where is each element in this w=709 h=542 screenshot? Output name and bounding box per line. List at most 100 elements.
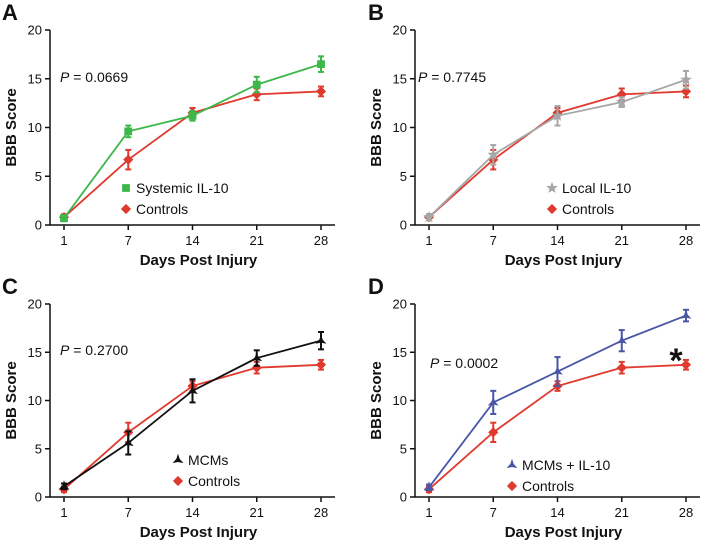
p-symbol: P bbox=[430, 355, 440, 371]
legend-label: MCMs + IL-10 bbox=[522, 457, 611, 473]
x-tick-label: 1 bbox=[60, 233, 67, 248]
data-point bbox=[616, 334, 628, 344]
x-tick-label: 7 bbox=[490, 233, 497, 248]
data-point bbox=[315, 359, 327, 370]
y-tick-label: 20 bbox=[28, 23, 42, 38]
legend-marker bbox=[172, 453, 184, 464]
data-point bbox=[487, 148, 500, 160]
p-value: = 0.0669 bbox=[69, 69, 128, 85]
series-mcms-il-10 bbox=[423, 308, 692, 492]
y-tick-label: 5 bbox=[35, 169, 42, 184]
p-value-label: P = 0.0002 bbox=[430, 355, 498, 371]
y-tick-label: 0 bbox=[35, 218, 42, 233]
legend-label: Controls bbox=[562, 201, 614, 217]
legend-marker bbox=[122, 184, 130, 192]
y-tick-label: 5 bbox=[400, 169, 407, 184]
data-point bbox=[315, 86, 327, 97]
data-point bbox=[187, 384, 198, 394]
y-tick-label: 15 bbox=[28, 71, 42, 86]
y-tick-label: 0 bbox=[35, 490, 42, 505]
x-tick-label: 14 bbox=[185, 505, 199, 520]
data-point bbox=[680, 359, 692, 370]
y-tick-label: 10 bbox=[28, 120, 42, 135]
p-symbol: P bbox=[418, 69, 428, 85]
legend-label: Controls bbox=[522, 478, 574, 494]
series-systemic-il-10 bbox=[60, 55, 325, 223]
data-point bbox=[123, 154, 134, 165]
p-symbol: P bbox=[60, 342, 70, 358]
x-tick-label: 21 bbox=[615, 233, 629, 248]
x-axis-title: Days Post Injury bbox=[505, 252, 623, 269]
x-tick-label: 1 bbox=[425, 505, 432, 520]
data-point bbox=[60, 214, 68, 223]
legend-marker bbox=[120, 203, 132, 215]
y-tick-label: 0 bbox=[400, 490, 407, 505]
data-point bbox=[615, 96, 628, 108]
data-point bbox=[552, 365, 563, 375]
p-value: = 0.0002 bbox=[439, 355, 498, 371]
x-tick-label: 21 bbox=[615, 505, 629, 520]
legend: MCMs + IL-10 Controls bbox=[506, 457, 611, 494]
x-tick-label: 1 bbox=[60, 505, 67, 520]
y-tick-label: 5 bbox=[35, 441, 42, 456]
y-tick-label: 20 bbox=[28, 297, 42, 312]
x-tick-label: 21 bbox=[250, 505, 264, 520]
y-tick-label: 15 bbox=[393, 71, 407, 86]
p-value-label: P = 0.2700 bbox=[60, 342, 128, 358]
series-local-il-10 bbox=[423, 69, 692, 223]
data-point bbox=[122, 436, 134, 447]
data-point bbox=[251, 351, 263, 362]
x-tick-label: 14 bbox=[550, 505, 564, 520]
x-tick-label: 28 bbox=[314, 233, 328, 248]
data-point bbox=[487, 396, 499, 406]
data-point bbox=[680, 309, 692, 319]
data-point bbox=[252, 80, 261, 89]
data-point bbox=[124, 127, 133, 136]
data-point bbox=[315, 334, 327, 344]
legend-marker bbox=[506, 480, 518, 492]
series-controls bbox=[58, 85, 327, 223]
x-axis-title: Days Post Injury bbox=[140, 524, 258, 541]
x-tick-label: 28 bbox=[314, 505, 328, 520]
p-value: = 0.2700 bbox=[69, 342, 128, 358]
data-point bbox=[616, 362, 627, 373]
x-tick-label: 1 bbox=[425, 233, 432, 248]
panel-letter: A bbox=[2, 0, 18, 25]
y-tick-label: 5 bbox=[400, 441, 407, 456]
y-axis-title: BBB Score bbox=[368, 361, 385, 439]
data-point bbox=[58, 480, 70, 490]
data-point bbox=[680, 73, 692, 85]
y-axis-title: BBB Score bbox=[368, 88, 385, 166]
p-value-label: P = 0.7745 bbox=[418, 69, 486, 85]
legend-label: Controls bbox=[188, 473, 240, 489]
data-point bbox=[188, 111, 197, 120]
legend: Systemic IL-10 Controls bbox=[120, 180, 229, 217]
x-tick-label: 7 bbox=[125, 233, 132, 248]
legend-label: MCMs bbox=[188, 452, 228, 468]
y-tick-label: 15 bbox=[393, 345, 407, 360]
data-point bbox=[551, 109, 564, 121]
p-value: = 0.7745 bbox=[427, 69, 486, 85]
legend-label: Systemic IL-10 bbox=[136, 180, 229, 196]
legend-label: Controls bbox=[136, 201, 188, 217]
legend: Local IL-10 Controls bbox=[546, 180, 631, 217]
data-point bbox=[317, 60, 325, 69]
y-tick-label: 10 bbox=[393, 393, 407, 408]
legend-label: Local IL-10 bbox=[562, 180, 631, 196]
data-point bbox=[423, 481, 435, 491]
data-point bbox=[488, 427, 499, 438]
y-tick-label: 20 bbox=[393, 23, 407, 38]
y-tick-label: 15 bbox=[28, 345, 42, 360]
x-tick-label: 7 bbox=[490, 505, 497, 520]
p-value-label: P = 0.0669 bbox=[60, 69, 128, 85]
legend-marker bbox=[546, 181, 558, 193]
series-mcms bbox=[58, 330, 327, 491]
y-tick-label: 20 bbox=[393, 297, 407, 312]
x-tick-label: 14 bbox=[185, 233, 199, 248]
y-tick-label: 0 bbox=[400, 218, 407, 233]
